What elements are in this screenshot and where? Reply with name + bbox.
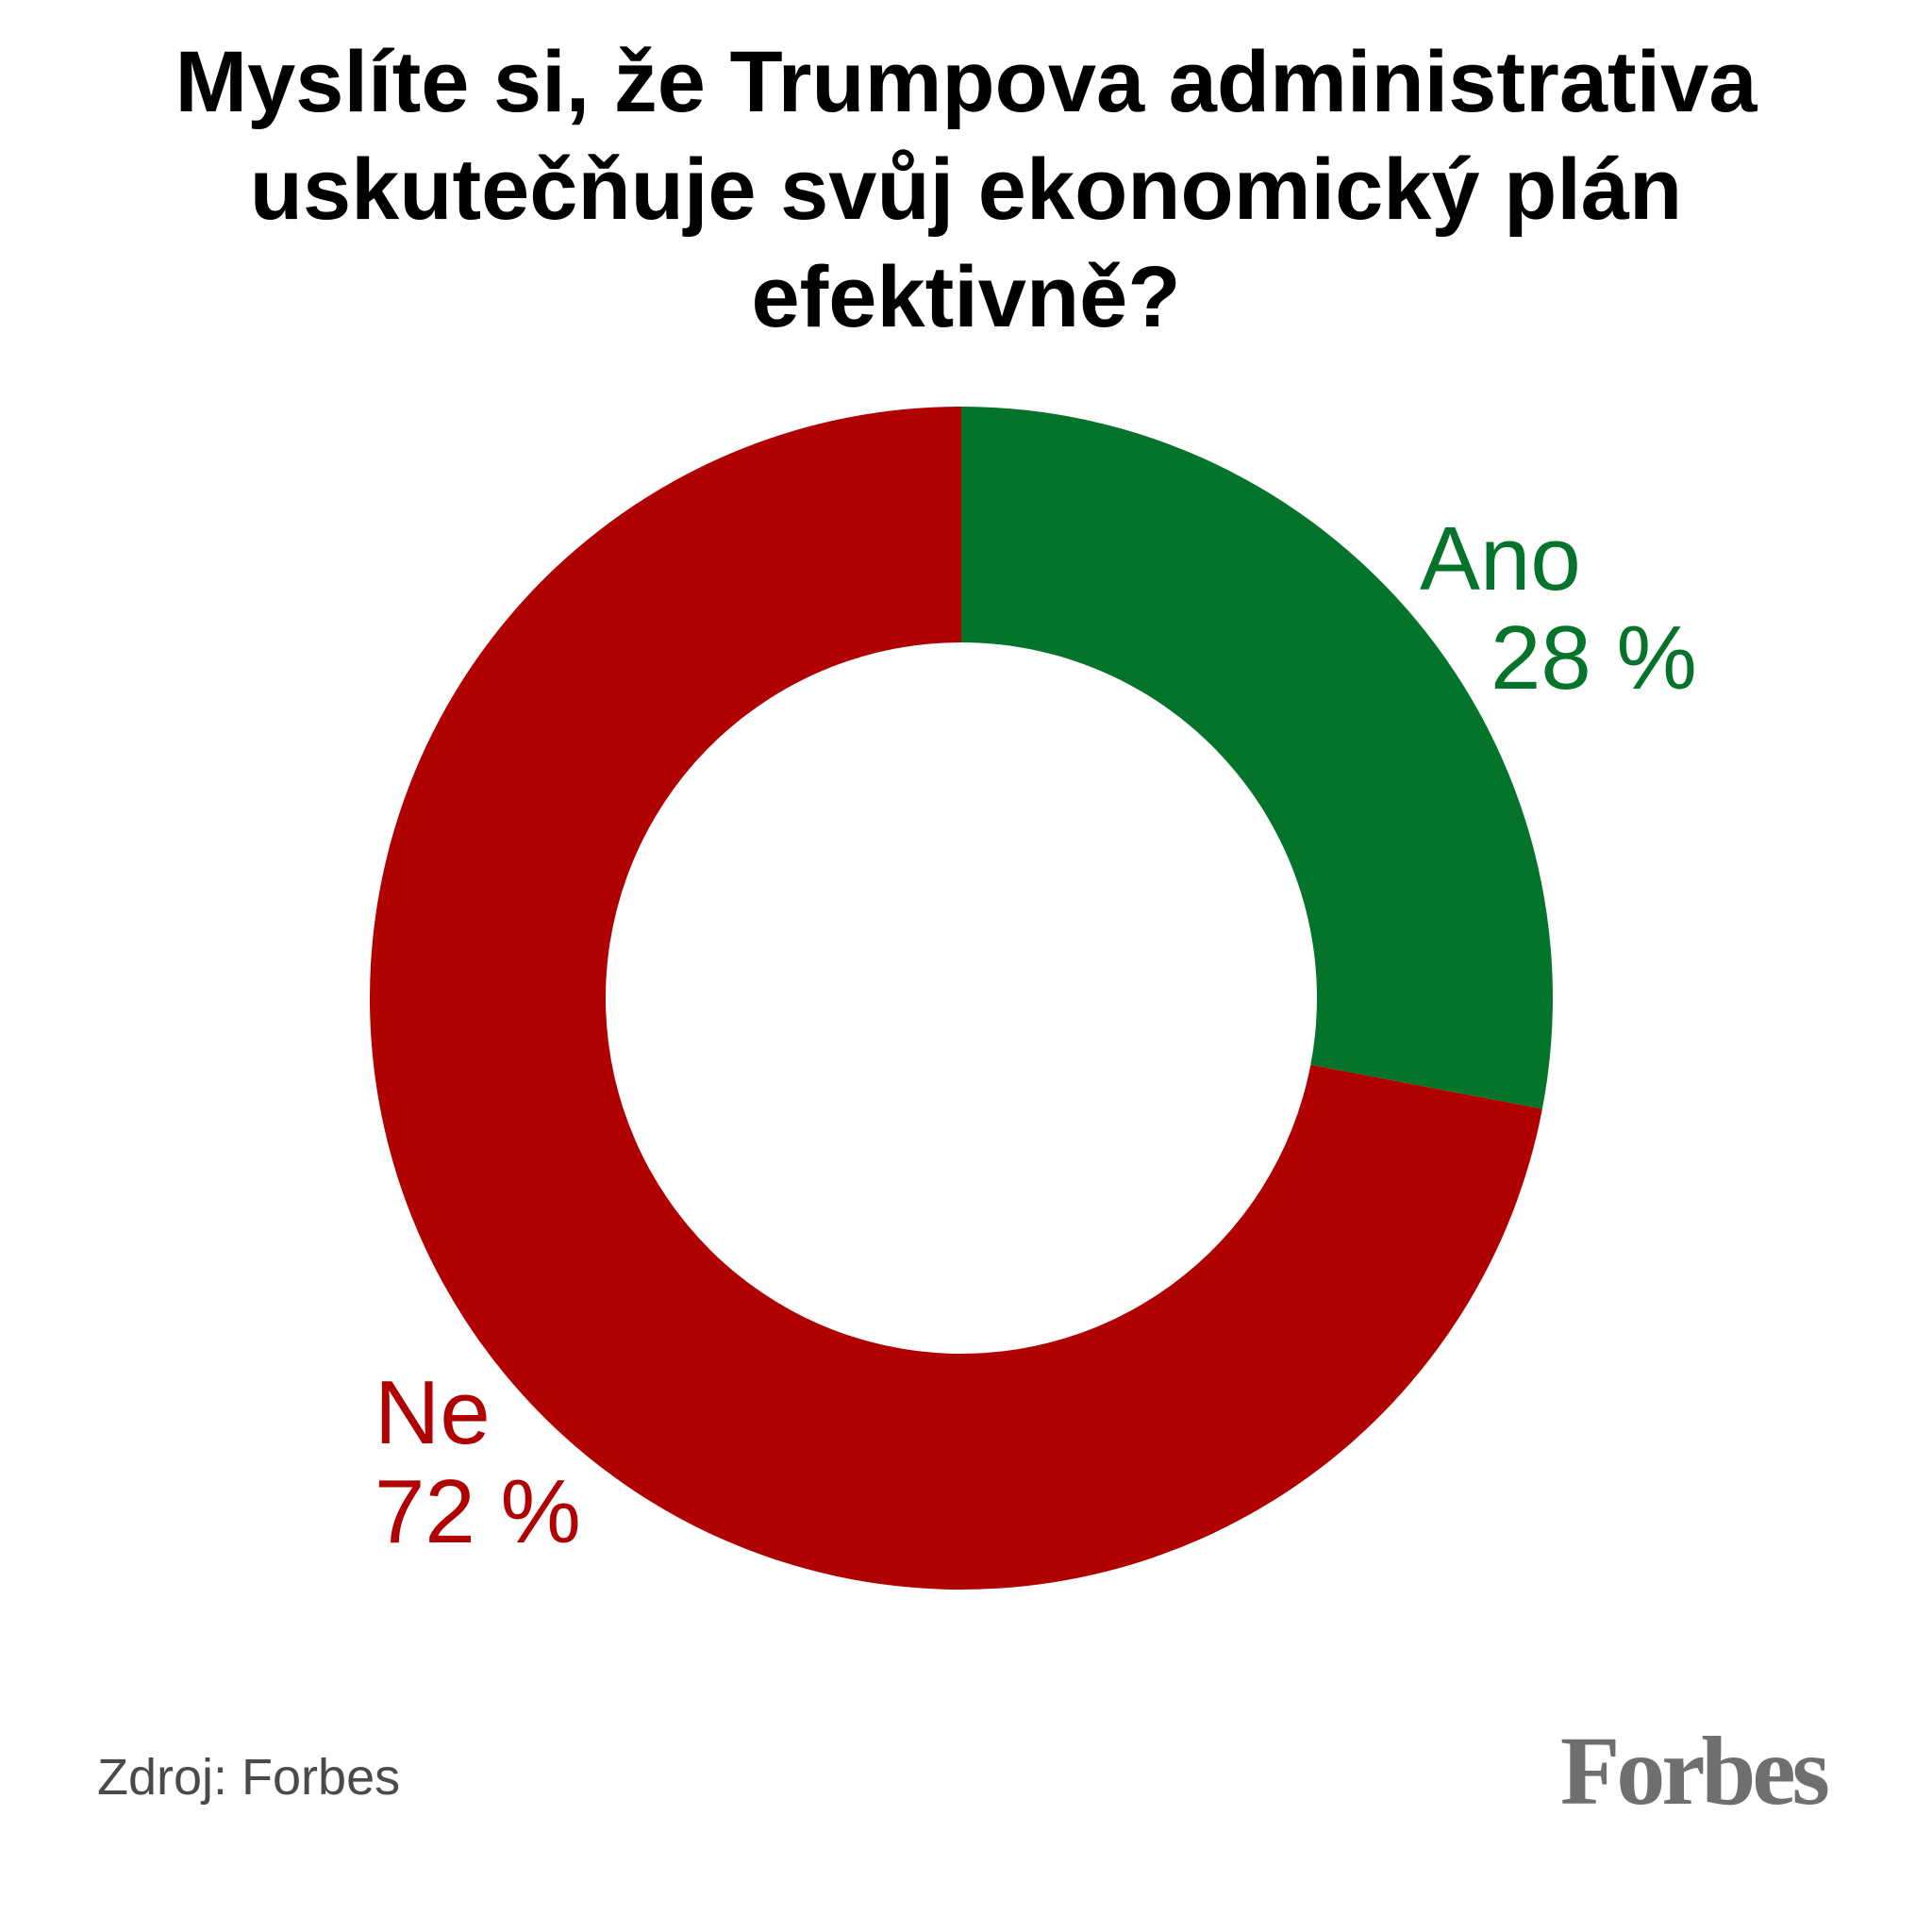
chart-title: Myslíte si, že Trumpova administrativa u… xyxy=(57,28,1875,351)
chart-title-line-2: uskutečňuje svůj ekonomický plán xyxy=(249,142,1683,238)
chart-title-line-3: efektivně? xyxy=(751,249,1181,345)
slice-value-ano: 28 % xyxy=(1491,608,1697,708)
source-note: Zdroj: Forbes xyxy=(97,1749,401,1806)
slice-ano xyxy=(961,407,1554,1109)
slice-label-ne: Ne xyxy=(375,1362,491,1463)
slice-label-ano: Ano xyxy=(1420,508,1581,609)
slice-ne xyxy=(370,407,1542,1590)
chart-title-line-1: Myslíte si, že Trumpova administrativa xyxy=(175,34,1757,130)
slice-value-ne: 72 % xyxy=(375,1461,581,1562)
forbes-logo: Forbes xyxy=(1559,1717,1830,1825)
